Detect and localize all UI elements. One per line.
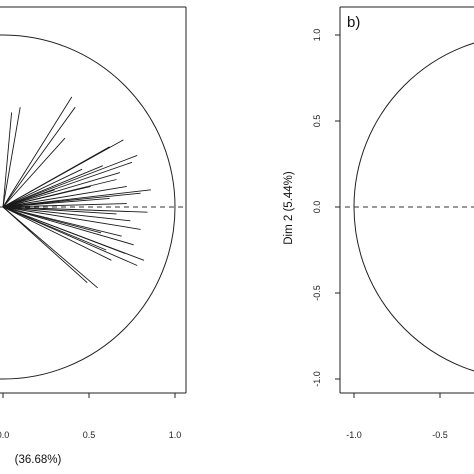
variable-vector-4 xyxy=(2,106,76,208)
panel-a-x-tick-label: 1.0 xyxy=(169,430,182,440)
variable-vector-21 xyxy=(2,206,145,261)
panel-a-variable-vectors xyxy=(2,96,151,289)
variable-vector-23 xyxy=(2,206,112,261)
variable-vector-7 xyxy=(2,154,138,208)
panel-b: b) 1.0 0.5 0.0 -0.5 -1.0 -1.0 -0.5 Dim 2 (5.4… xyxy=(283,6,474,440)
variable-vector-3 xyxy=(2,96,73,208)
variable-vector-32 xyxy=(2,206,148,213)
panel-b-y-axis-title: Dim 2 (5.44%) xyxy=(283,171,295,245)
panel-b-y-tick-label: 1.0 xyxy=(312,29,322,42)
variable-vector-24 xyxy=(2,206,98,289)
variable-vector-15 xyxy=(2,206,117,215)
variable-vector-14 xyxy=(2,203,127,208)
variable-vector-29 xyxy=(2,137,66,208)
variable-vector-9 xyxy=(2,165,103,208)
panel-a-x-axis: 0.0 0.5 1.0 xyxy=(0,393,181,440)
panel-b-label: b) xyxy=(347,14,360,31)
panel-b-y-tick-label: 0.0 xyxy=(312,201,322,214)
panel-b-x-axis: -1.0 -0.5 xyxy=(346,393,448,440)
variable-vector-1 xyxy=(2,107,21,208)
panel-a-plot-area xyxy=(0,34,186,380)
variable-vector-31 xyxy=(2,179,117,208)
variable-vector-10 xyxy=(2,172,121,208)
variable-vector-16 xyxy=(2,206,131,222)
panel-a: 0.0 0.5 1.0 (36.68%) xyxy=(0,6,187,466)
panel-b-y-axis: 1.0 0.5 0.0 -0.5 -1.0 xyxy=(312,29,340,387)
variable-vector-26 xyxy=(2,206,102,234)
panel-b-y-tick-label: -1.0 xyxy=(312,371,322,387)
variable-vector-28 xyxy=(2,168,83,208)
panel-b-plot-area xyxy=(345,42,474,372)
variable-vector-6 xyxy=(2,146,110,208)
panel-a-x-tick-label: 0.5 xyxy=(83,430,96,440)
panel-a-x-axis-title: (36.68%) xyxy=(15,454,62,466)
panel-b-x-tick-label: -0.5 xyxy=(432,430,448,440)
variable-vector-13 xyxy=(2,197,110,208)
variable-vector-30 xyxy=(2,189,55,208)
panel-b-y-tick-label: -0.5 xyxy=(312,285,322,301)
panel-a-x-tick-label: 0.0 xyxy=(0,430,9,440)
panel-b-y-tick-label: 0.5 xyxy=(312,115,322,128)
variable-vector-19 xyxy=(2,206,134,246)
panel-a-unit-circle xyxy=(0,34,176,380)
variable-vector-33 xyxy=(2,185,127,208)
variable-vector-17 xyxy=(2,206,141,230)
variable-vector-34 xyxy=(2,206,107,251)
variable-vector-25 xyxy=(2,206,88,284)
variable-vector-2 xyxy=(2,112,13,208)
panel-b-x-tick-label: -1.0 xyxy=(346,430,362,440)
